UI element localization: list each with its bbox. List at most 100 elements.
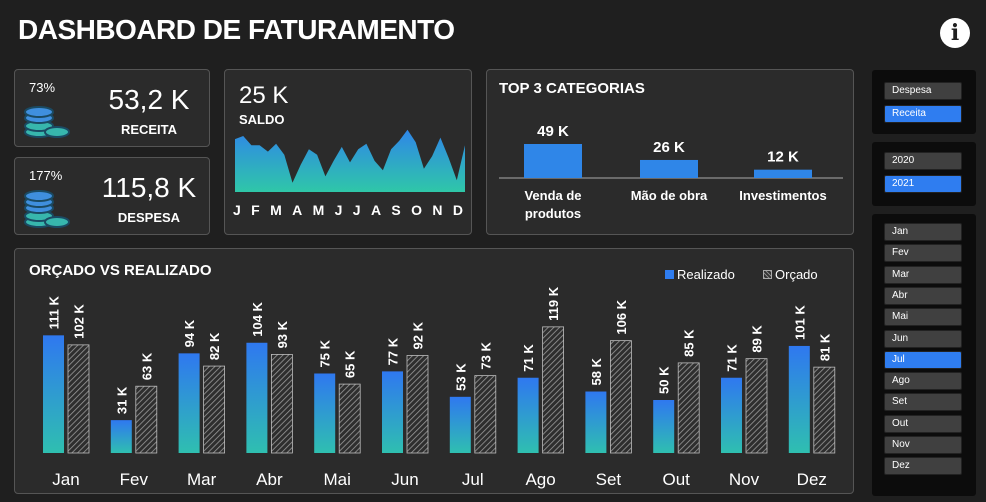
orcado-bar <box>677 362 700 454</box>
month-axis-label: Jun <box>391 470 418 489</box>
saldo-month-label: J <box>233 202 241 218</box>
orcado-title: ORÇADO VS REALIZADO <box>29 262 212 279</box>
slicer-mes-item-dez[interactable]: Dez <box>884 457 962 476</box>
slicer-mes-item-fev[interactable]: Fev <box>884 244 962 263</box>
slicer-mes-item-nov[interactable]: Nov <box>884 436 962 454</box>
month-axis-label: Nov <box>729 470 760 489</box>
info-icon[interactable]: i <box>940 18 970 48</box>
top3-bar-chart: 49 K Venda de produtos 26 K Mão de obra 12 K I… <box>499 123 843 221</box>
orcado-bar <box>542 326 564 454</box>
orcado-data-label: 106 K <box>614 299 629 334</box>
orcado-bar <box>338 383 361 454</box>
realizado-bar <box>314 373 336 453</box>
slicer-mes-item-set[interactable]: Set <box>884 393 962 412</box>
legend-label-orcado: Orçado <box>775 267 818 282</box>
realizado-data-label: 101 K <box>792 305 807 340</box>
slicer-mes-item-jul[interactable]: Jul <box>884 350 962 369</box>
month-axis-label: Abr <box>256 470 283 489</box>
orcado-data-label: 93 K <box>275 320 290 348</box>
slicer-mes-item-mai[interactable]: Mai <box>884 308 962 327</box>
slicer-tipo: Despesa Receita <box>872 70 976 134</box>
top3-category-label: produtos <box>525 206 581 221</box>
realizado-bar <box>788 345 810 453</box>
saldo-month-label: M <box>312 202 325 218</box>
saldo-month-label: D <box>452 202 463 218</box>
slicer-mes-item-out[interactable]: Out <box>884 414 962 433</box>
legend-realizado: Realizado <box>665 267 735 282</box>
slicer-mes-item-mar[interactable]: Mar <box>884 265 962 284</box>
realizado-data-label: 53 K <box>453 363 468 391</box>
despesa-label: DESPESA <box>117 210 181 225</box>
realizado-data-label: 94 K <box>182 319 197 347</box>
orcado-data-label: 92 K <box>411 321 426 349</box>
month-axis-label: Ago <box>525 470 555 489</box>
orcado-data-label: 102 K <box>72 304 87 339</box>
receita-percent: 73% <box>29 80 56 95</box>
saldo-month-label: M <box>270 202 282 218</box>
saldo-month-label: N <box>432 202 443 218</box>
slicer-ano-item-2021[interactable]: 2021 <box>884 175 962 193</box>
orcado-card: ORÇADO VS REALIZADO Realizado Orçado 111… <box>14 248 854 494</box>
saldo-area-chart <box>235 129 465 192</box>
slicer-tipo-item-despesa[interactable]: Despesa <box>884 82 962 100</box>
page-title: DASHBOARD DE FATURAMENTO <box>18 14 455 45</box>
realizado-data-label: 75 K <box>318 339 333 367</box>
orcado-data-label: 73 K <box>478 342 493 370</box>
orcado-bar <box>745 358 768 454</box>
realizado-data-label: 77 K <box>386 337 401 365</box>
top3-category-label: Mão de obra <box>631 188 708 203</box>
realizado-bar <box>449 396 471 453</box>
orcado-data-label: 89 K <box>750 325 765 353</box>
orcado-data-label: 85 K <box>682 329 697 357</box>
realizado-data-label: 71 K <box>521 344 536 372</box>
month-axis-label: Jan <box>52 470 79 489</box>
saldo-month-label: A <box>370 202 382 218</box>
saldo-area <box>235 129 465 192</box>
despesa-value: 115,8 K <box>101 172 197 203</box>
legend-label-realizado: Realizado <box>677 267 735 282</box>
orcado-data-label: 65 K <box>343 350 358 378</box>
legend-swatch-realizado <box>665 270 674 279</box>
realizado-bar <box>382 371 403 453</box>
orcado-data-label: 81 K <box>817 333 832 361</box>
orcado-data-label: 82 K <box>207 332 222 360</box>
slicer-tipo-item-receita[interactable]: Receita <box>884 105 962 123</box>
top3-category-label: Venda de <box>524 188 581 203</box>
orcado-bar <box>813 366 836 454</box>
saldo-label: SALDO <box>239 112 285 127</box>
despesa-percent: 177% <box>29 168 63 183</box>
slicer-ano-item-2020[interactable]: 2020 <box>884 152 962 170</box>
slicer-mes-item-jan[interactable]: Jan <box>884 223 962 241</box>
saldo-month-label: S <box>391 202 401 218</box>
slicer-ano: 2020 2021 <box>872 142 976 206</box>
coins-icon <box>24 106 70 138</box>
slicer-mes-item-ago[interactable]: Ago <box>884 372 962 391</box>
orcado-bar <box>610 340 632 454</box>
saldo-month-label: O <box>411 202 423 218</box>
orcado-bar <box>474 375 497 454</box>
receita-value: 53,2 K <box>108 84 190 115</box>
orcado-realizado-chart: 111 K 102 K Jan 31 K 63 K Fev 94 K 82 K Mar 104 K… <box>43 286 836 489</box>
orcado-bar <box>203 365 226 454</box>
legend-swatch-orcado <box>763 270 772 279</box>
realizado-data-label: 111 K <box>47 295 62 329</box>
orcado-bar <box>406 355 429 454</box>
orcado-bar <box>270 354 293 454</box>
month-axis-label: Fev <box>120 470 149 489</box>
saldo-month-label: J <box>334 202 343 218</box>
top3-card: TOP 3 CATEGORIAS 49 K Venda de produtos 26 … <box>486 69 854 235</box>
receita-label: RECEITA <box>120 122 178 137</box>
saldo-month-label: F <box>251 202 260 218</box>
slicer-mes-item-abr[interactable]: Abr <box>884 286 962 305</box>
top3-title: TOP 3 CATEGORIAS <box>499 80 645 97</box>
legend-orcado: Orçado <box>763 267 818 282</box>
orcado-data-label: 63 K <box>139 352 154 380</box>
realizado-data-label: 50 K <box>657 366 672 394</box>
orcado-bar <box>135 385 158 454</box>
month-axis-label: Mai <box>323 470 350 489</box>
top3-data-label: 49 K <box>537 123 569 140</box>
slicer-mes-item-jun[interactable]: Jun <box>884 329 962 348</box>
top3-bar <box>754 169 812 178</box>
realizado-bar <box>517 377 539 453</box>
